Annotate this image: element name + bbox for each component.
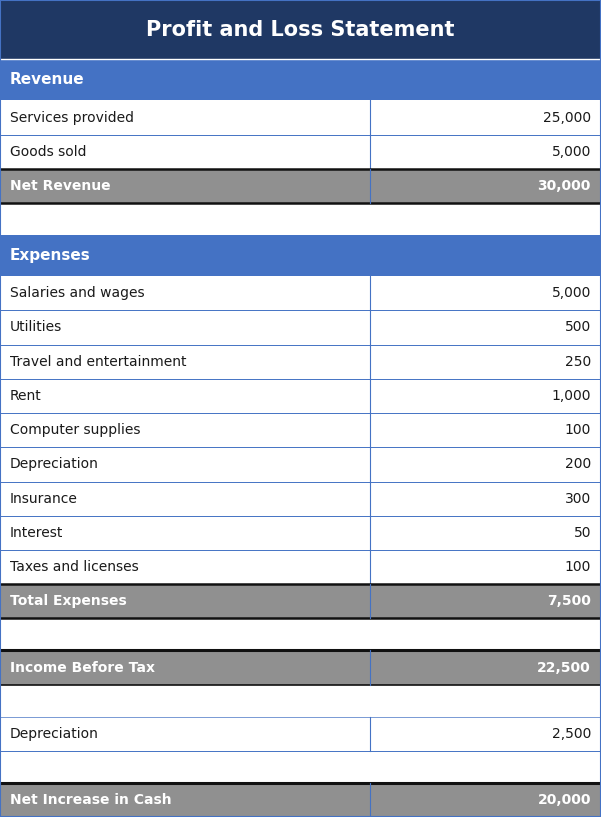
Bar [0,584,601,618]
Text: Goods sold: Goods sold [10,145,87,158]
Text: 250: 250 [565,355,591,368]
Text: Taxes and licenses: Taxes and licenses [10,560,139,574]
Text: 1,000: 1,000 [552,389,591,403]
Text: Salaries and wages: Salaries and wages [10,286,145,301]
Bar [0,100,601,135]
Text: 200: 200 [565,458,591,471]
Bar [0,0,601,60]
Text: 22,500: 22,500 [537,660,591,675]
Bar [0,783,601,817]
Bar [0,345,601,379]
Bar [0,310,601,345]
Bar [0,685,601,717]
Text: Profit and Loss Statement: Profit and Loss Statement [146,20,455,40]
Bar [0,276,601,310]
Bar [0,650,601,685]
Bar [0,379,601,413]
Text: 7,500: 7,500 [547,594,591,609]
Text: 100: 100 [564,423,591,437]
Bar [0,618,601,650]
Text: Income Before Tax: Income Before Tax [10,660,155,675]
Text: Expenses: Expenses [10,248,91,263]
Text: 300: 300 [565,492,591,506]
Text: Revenue: Revenue [10,73,85,87]
Bar [0,751,601,783]
Text: 500: 500 [565,320,591,334]
Text: Net Increase in Cash: Net Increase in Cash [10,792,172,807]
Text: Net Revenue: Net Revenue [10,179,111,193]
Bar [0,169,601,203]
Text: Insurance: Insurance [10,492,78,506]
Text: 20,000: 20,000 [537,792,591,807]
Bar [0,235,601,276]
Text: Interest: Interest [10,526,63,540]
Bar [0,717,601,751]
Bar [0,447,601,481]
Text: 5,000: 5,000 [552,286,591,301]
Bar [0,203,601,235]
Text: Travel and entertainment: Travel and entertainment [10,355,186,368]
Text: Depreciation: Depreciation [10,726,99,741]
Text: Depreciation: Depreciation [10,458,99,471]
Text: Rent: Rent [10,389,41,403]
Bar [0,481,601,516]
Bar [0,413,601,447]
Text: 30,000: 30,000 [538,179,591,193]
Text: 5,000: 5,000 [552,145,591,158]
Text: Total Expenses: Total Expenses [10,594,127,609]
Bar [0,550,601,584]
Text: Computer supplies: Computer supplies [10,423,141,437]
Bar [0,60,601,100]
Bar [0,135,601,169]
Text: 25,000: 25,000 [543,110,591,124]
Text: Services provided: Services provided [10,110,134,124]
Text: 2,500: 2,500 [552,726,591,741]
Bar [0,516,601,550]
Text: 100: 100 [564,560,591,574]
Text: Utilities: Utilities [10,320,63,334]
Text: 50: 50 [573,526,591,540]
